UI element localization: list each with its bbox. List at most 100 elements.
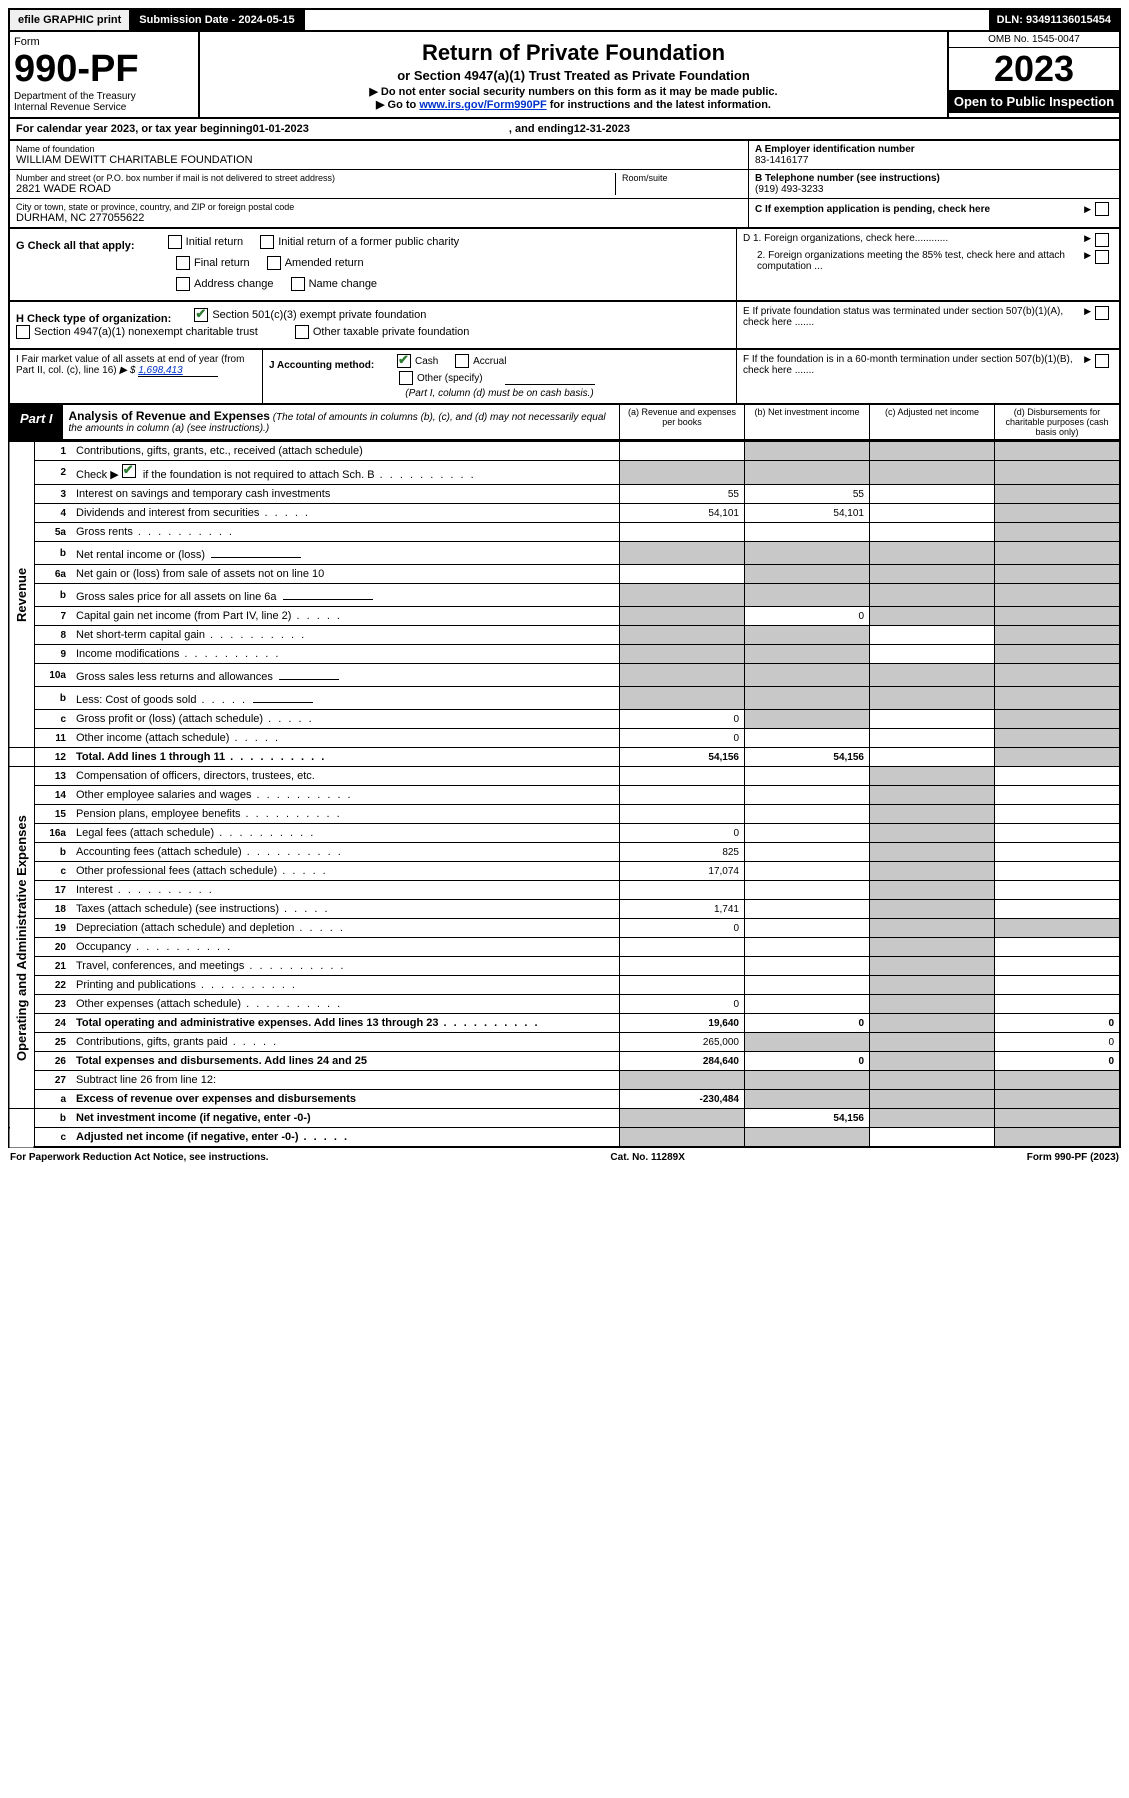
part1-label: Part I (10, 405, 63, 439)
col-a-header: (a) Revenue and expenses per books (619, 405, 744, 439)
foundation-name: WILLIAM DEWITT CHARITABLE FOUNDATION (16, 154, 742, 166)
tax-year-begin: 01-01-2023 (253, 123, 309, 135)
footer: For Paperwork Reduction Act Notice, see … (8, 1148, 1121, 1167)
calendar-year-row: For calendar year 2023, or tax year begi… (8, 119, 1121, 141)
table-row: cGross profit or (loss) (attach schedule… (9, 710, 1120, 729)
checks-h-e: H Check type of organization: Section 50… (8, 302, 1121, 350)
g-initial-return-checkbox[interactable] (168, 235, 182, 249)
name-label: Name of foundation (16, 144, 742, 154)
table-row: 21Travel, conferences, and meetings (9, 957, 1120, 976)
d2-checkbox[interactable] (1095, 250, 1109, 264)
top-bar: efile GRAPHIC print Submission Date - 20… (8, 8, 1121, 32)
table-row: bAccounting fees (attach schedule) 825 (9, 843, 1120, 862)
g-initial-former-checkbox[interactable] (260, 235, 274, 249)
open-public-badge: Open to Public Inspection (949, 90, 1119, 113)
j-other-label: Other (specify) (417, 373, 483, 384)
table-row: 18Taxes (attach schedule) (see instructi… (9, 900, 1120, 919)
form-number: 990-PF (14, 48, 139, 91)
g-opt: Initial return (186, 236, 243, 248)
g-final-return-checkbox[interactable] (176, 256, 190, 270)
table-row: 8Net short-term capital gain (9, 626, 1120, 645)
note-ssn: ▶ Do not enter social security numbers o… (206, 85, 941, 98)
table-row: 16aLegal fees (attach schedule) 0 (9, 824, 1120, 843)
g-opt: Name change (309, 278, 378, 290)
g-label: G Check all that apply: (16, 240, 135, 252)
table-row: 12Total. Add lines 1 through 11 54,15654… (9, 748, 1120, 767)
phone-value: (919) 493-3233 (755, 184, 1113, 195)
g-opt: Final return (194, 257, 250, 269)
table-row: cAdjusted net income (if negative, enter… (9, 1128, 1120, 1148)
table-row: 6aNet gain or (loss) from sale of assets… (9, 565, 1120, 584)
part1-table: Revenue 1Contributions, gifts, grants, e… (8, 441, 1121, 1148)
table-row: bGross sales price for all assets on lin… (9, 584, 1120, 607)
ein-value: 83-1416177 (755, 155, 1113, 166)
expenses-side-label: Operating and Administrative Expenses (9, 767, 35, 1109)
identity-block: Name of foundation WILLIAM DEWITT CHARIT… (8, 141, 1121, 229)
form-id-footer: Form 990-PF (2023) (1027, 1152, 1119, 1163)
arrow-icon (1084, 354, 1091, 365)
room-label: Room/suite (622, 173, 742, 183)
line10a-input[interactable] (279, 667, 339, 680)
g-amended-return-checkbox[interactable] (267, 256, 281, 270)
city-label: City or town, state or province, country… (16, 202, 742, 212)
addr-label: Number and street (or P.O. box number if… (16, 173, 615, 183)
tax-year-end: 12-31-2023 (574, 123, 630, 135)
f-label: F If the foundation is in a 60-month ter… (743, 354, 1080, 376)
g-name-change-checkbox[interactable] (291, 277, 305, 291)
dept-treasury: Department of the Treasury (14, 91, 194, 102)
table-row: 25Contributions, gifts, grants paid 265,… (9, 1033, 1120, 1052)
efile-print-button[interactable]: efile GRAPHIC print (10, 10, 131, 30)
arrow-icon (1084, 204, 1091, 215)
table-row: 14Other employee salaries and wages (9, 786, 1120, 805)
j-cash-checkbox[interactable] (397, 354, 411, 368)
table-row: 4Dividends and interest from securities … (9, 504, 1120, 523)
h-4947-checkbox[interactable] (16, 325, 30, 339)
e-checkbox[interactable] (1095, 306, 1109, 320)
schb-checkbox[interactable] (122, 464, 136, 478)
table-row: cOther professional fees (attach schedul… (9, 862, 1120, 881)
h-other-taxable-checkbox[interactable] (295, 325, 309, 339)
table-row: 27Subtract line 26 from line 12: (9, 1071, 1120, 1090)
checks-g-d: G Check all that apply: Initial return I… (8, 229, 1121, 302)
table-row: 20Occupancy (9, 938, 1120, 957)
irs: Internal Revenue Service (14, 102, 194, 113)
h-501c3-checkbox[interactable] (194, 308, 208, 322)
j-other-checkbox[interactable] (399, 371, 413, 385)
table-row: 19Depreciation (attach schedule) and dep… (9, 919, 1120, 938)
f-checkbox[interactable] (1095, 354, 1109, 368)
street-address: 2821 WADE ROAD (16, 183, 615, 195)
fmv-value-link[interactable]: 1,698,413 (138, 365, 218, 377)
g-opt: Amended return (285, 257, 364, 269)
table-row: 7Capital gain net income (from Part IV, … (9, 607, 1120, 626)
table-row: 26Total expenses and disbursements. Add … (9, 1052, 1120, 1071)
line5b-input[interactable] (211, 545, 301, 558)
e-label: E If private foundation status was termi… (743, 306, 1080, 328)
g-address-change-checkbox[interactable] (176, 277, 190, 291)
line10b-input[interactable] (253, 690, 313, 703)
arrow-icon (1084, 250, 1091, 261)
form-word: Form (14, 36, 194, 48)
col-c-header: (c) Adjusted net income (869, 405, 994, 439)
form990pf-link[interactable]: www.irs.gov/Form990PF (419, 99, 546, 111)
exemption-pending-checkbox[interactable] (1095, 202, 1109, 216)
table-row: 24Total operating and administrative exp… (9, 1014, 1120, 1033)
d1-checkbox[interactable] (1095, 233, 1109, 247)
ein-label: A Employer identification number (755, 144, 1113, 155)
part1-header: Part I Analysis of Revenue and Expenses … (8, 405, 1121, 441)
table-row: 11Other income (attach schedule) 0 (9, 729, 1120, 748)
j-accrual-checkbox[interactable] (455, 354, 469, 368)
j-other-input[interactable] (505, 372, 595, 385)
table-row: 3Interest on savings and temporary cash … (9, 485, 1120, 504)
d1-label: D 1. Foreign organizations, check here..… (743, 233, 1080, 244)
line6b-input[interactable] (283, 587, 373, 600)
table-row: 17Interest (9, 881, 1120, 900)
table-row: 9Income modifications (9, 645, 1120, 664)
table-row: Operating and Administrative Expenses 13… (9, 767, 1120, 786)
table-row: 23Other expenses (attach schedule) 0 (9, 995, 1120, 1014)
catalog-number: Cat. No. 11289X (610, 1152, 684, 1163)
table-row: 5aGross rents (9, 523, 1120, 542)
table-row: Revenue 1Contributions, gifts, grants, e… (9, 442, 1120, 461)
form-subtitle: or Section 4947(a)(1) Trust Treated as P… (206, 68, 941, 83)
arrow-icon (1084, 233, 1091, 244)
h-opt3: Other taxable private foundation (313, 326, 470, 338)
